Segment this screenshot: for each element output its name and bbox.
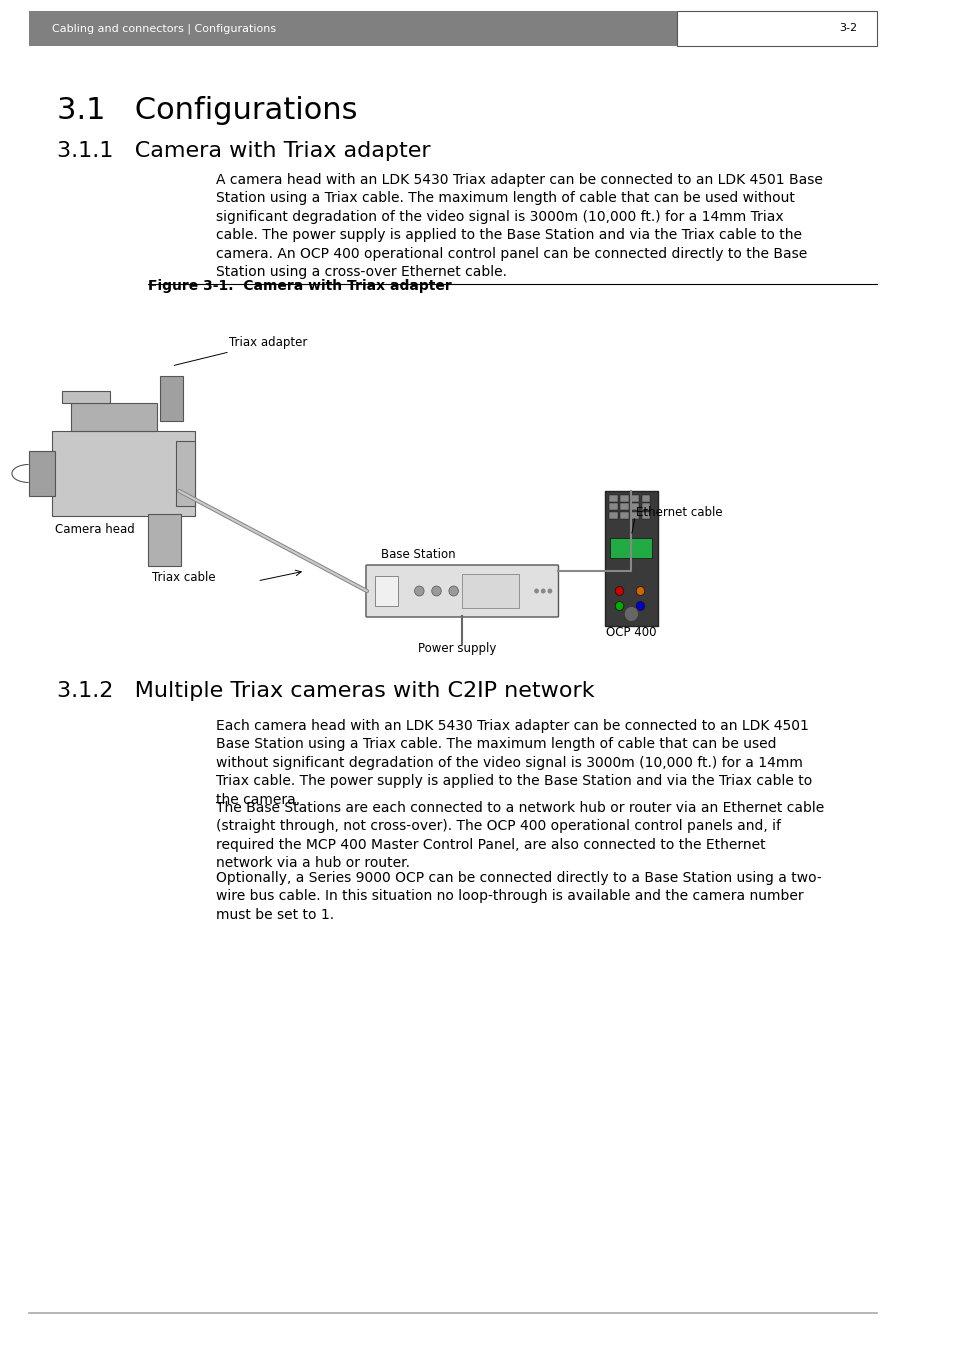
Bar <box>608 494 617 503</box>
Text: 3.1   Configurations: 3.1 Configurations <box>57 96 357 126</box>
Bar <box>609 538 651 558</box>
Circle shape <box>636 601 644 611</box>
Circle shape <box>540 589 545 593</box>
Bar <box>630 494 639 503</box>
Bar <box>52 431 195 516</box>
Text: OCP 400: OCP 400 <box>605 626 656 639</box>
Circle shape <box>615 601 623 611</box>
Bar <box>641 504 650 511</box>
Text: 3.1.1   Camera with Triax adapter: 3.1.1 Camera with Triax adapter <box>57 141 431 161</box>
FancyBboxPatch shape <box>366 565 558 617</box>
Bar <box>676 11 876 46</box>
Text: Cabling and connectors | Configurations: Cabling and connectors | Configurations <box>52 23 276 34</box>
Text: Triax cable: Triax cable <box>152 571 216 584</box>
Bar <box>29 11 676 46</box>
Text: Camera head: Camera head <box>55 523 135 536</box>
Bar <box>641 512 650 519</box>
Circle shape <box>415 586 424 596</box>
Text: Base Station: Base Station <box>381 549 456 561</box>
Circle shape <box>636 586 644 596</box>
Circle shape <box>534 589 538 593</box>
Bar <box>619 512 628 519</box>
Text: The Base Stations are each connected to a network hub or router via an Ethernet : The Base Stations are each connected to … <box>216 801 823 870</box>
Bar <box>176 440 195 507</box>
Bar <box>462 574 518 608</box>
Bar <box>619 494 628 503</box>
Bar <box>71 403 157 431</box>
Bar <box>29 451 55 496</box>
Text: A camera head with an LDK 5430 Triax adapter can be connected to an LDK 4501 Bas: A camera head with an LDK 5430 Triax ada… <box>216 173 822 280</box>
Bar <box>375 576 398 607</box>
Circle shape <box>449 586 458 596</box>
Bar <box>630 512 639 519</box>
Text: Power supply: Power supply <box>417 642 497 655</box>
Text: Each camera head with an LDK 5430 Triax adapter can be connected to an LDK 4501
: Each camera head with an LDK 5430 Triax … <box>216 719 812 807</box>
Text: Ethernet cable: Ethernet cable <box>636 507 722 519</box>
Bar <box>641 494 650 503</box>
Bar <box>608 504 617 511</box>
Bar <box>148 513 181 566</box>
Text: Triax adapter: Triax adapter <box>174 336 307 365</box>
Text: Figure 3-1.  Camera with Triax adapter: Figure 3-1. Camera with Triax adapter <box>148 280 451 293</box>
Circle shape <box>615 586 623 596</box>
Circle shape <box>623 607 638 621</box>
Text: 3-2: 3-2 <box>839 23 857 34</box>
Bar <box>160 376 183 422</box>
Bar <box>630 504 639 511</box>
Bar <box>619 504 628 511</box>
Circle shape <box>432 586 441 596</box>
Text: Optionally, a Series 9000 OCP can be connected directly to a Base Station using : Optionally, a Series 9000 OCP can be con… <box>216 871 821 921</box>
Bar <box>62 390 110 403</box>
Bar <box>608 512 617 519</box>
Circle shape <box>547 589 552 593</box>
Bar <box>604 490 657 626</box>
Text: 3.1.2   Multiple Triax cameras with C2IP network: 3.1.2 Multiple Triax cameras with C2IP n… <box>57 681 594 701</box>
